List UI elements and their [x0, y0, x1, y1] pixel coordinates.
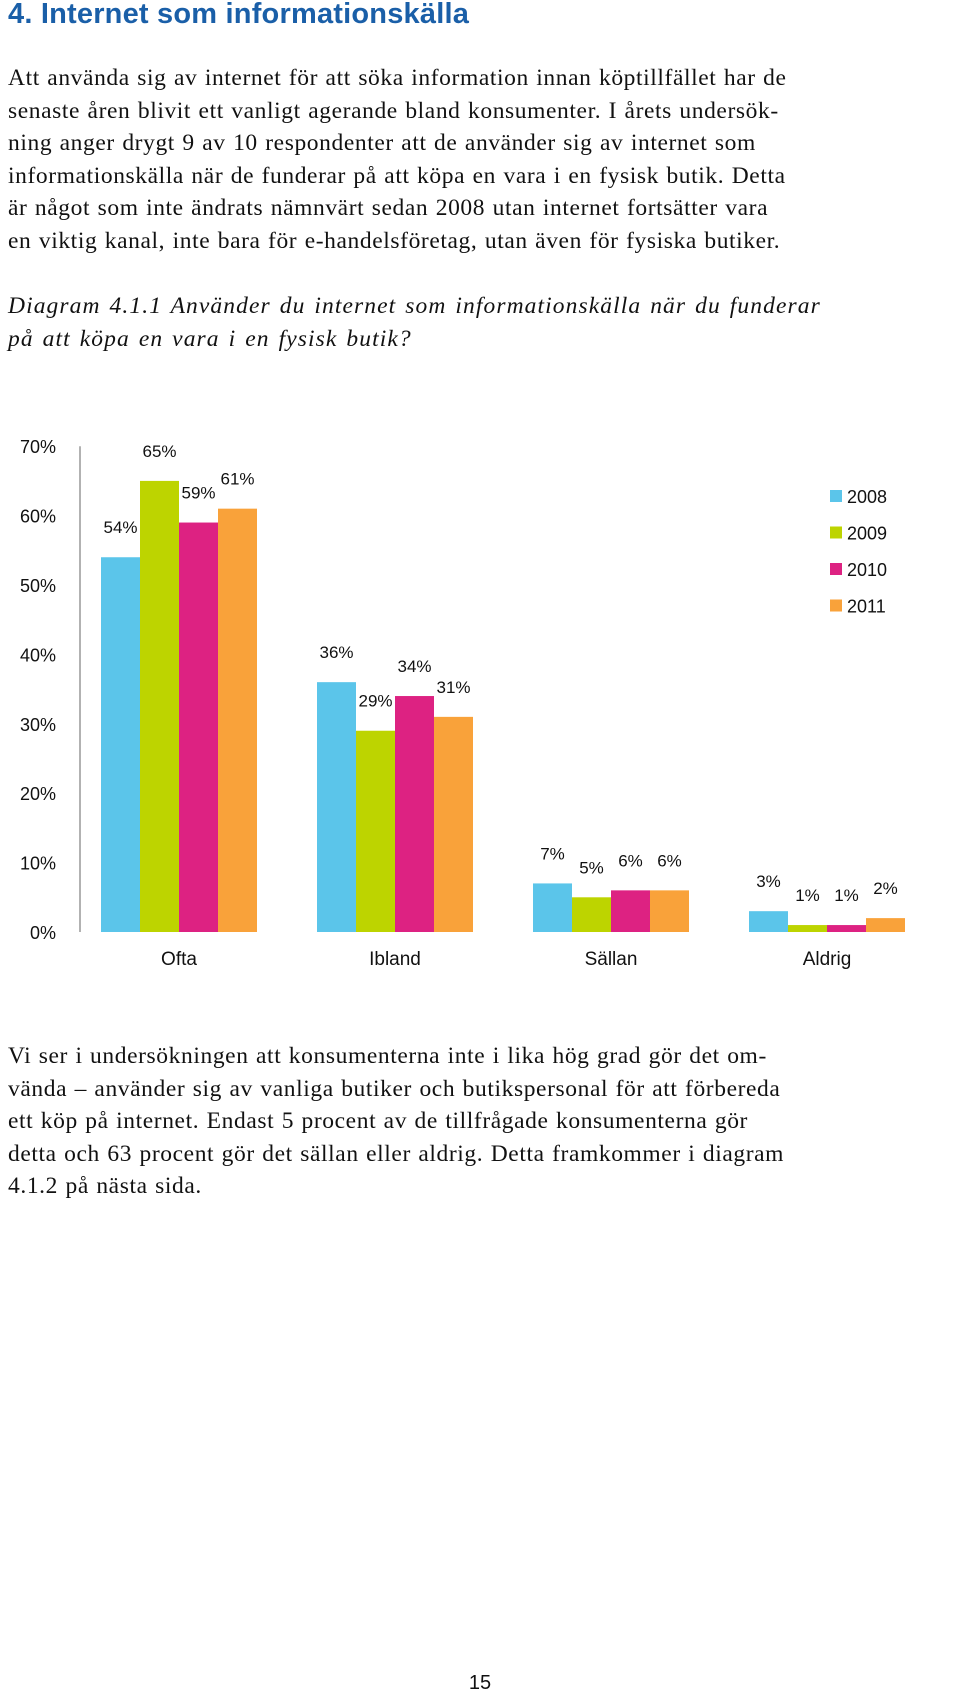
- diagram-caption: Diagram 4.1.1 Använder du internet som i…: [8, 290, 821, 355]
- bar-2008: [533, 883, 572, 932]
- bar-chart: 0% 10% 20% 30% 40% 50% 60% 70% 54% 65% 59% 61% Ofta 3…: [20, 437, 905, 970]
- closing-line: detta och 63 procent gör det sällan elle…: [8, 1140, 785, 1167]
- data-label: 6%: [657, 851, 682, 870]
- bar-2009: [356, 730, 395, 932]
- category-label: Ibland: [369, 949, 421, 970]
- data-label: 1%: [795, 886, 820, 905]
- intro-line: Att använda sig av internet för att söka…: [8, 65, 787, 91]
- legend-swatch: [830, 599, 842, 612]
- bar-2011: [866, 918, 905, 932]
- data-label: 34%: [397, 657, 431, 676]
- closing-paragraph: Vi ser i undersökningen att konsumentern…: [8, 1040, 953, 1203]
- y-tick-label: 40%: [20, 645, 56, 665]
- intro-line: är något som inte ändrats nämnvärt sedan…: [8, 195, 769, 222]
- bar-2010: [395, 696, 434, 932]
- legend-label: 2009: [847, 524, 887, 544]
- legend-label: 2011: [847, 597, 886, 617]
- y-tick-label: 50%: [20, 576, 56, 596]
- bar-2008: [101, 557, 140, 932]
- legend-label: 2010: [847, 560, 887, 580]
- legend-swatch: [830, 490, 842, 502]
- caption-line: på att köpa en vara i en fysisk butik?: [8, 325, 412, 352]
- legend-swatch: [830, 526, 842, 539]
- closing-line: ett köp på internet. Endast 5 procent av…: [8, 1108, 748, 1135]
- bar-2010: [827, 925, 866, 932]
- category-label: Aldrig: [803, 949, 852, 970]
- data-label: 54%: [103, 518, 137, 537]
- category-label: Sällan: [585, 949, 638, 970]
- closing-line: vända – använder sig av vanliga butiker …: [8, 1075, 781, 1102]
- bar-2010: [179, 522, 218, 932]
- bar-2008: [749, 911, 788, 932]
- data-label: 2%: [873, 879, 898, 898]
- data-label: 31%: [436, 678, 470, 697]
- bar-2009: [140, 480, 179, 932]
- y-tick-label: 10%: [20, 854, 56, 874]
- data-label: 36%: [319, 643, 353, 662]
- closing-line: 4.1.2 på nästa sida.: [8, 1173, 202, 1200]
- bar-2009: [788, 925, 827, 932]
- page-number: 15: [468, 1672, 492, 1694]
- y-tick-label: 0%: [30, 923, 56, 943]
- bar-2011: [650, 890, 689, 932]
- section-heading: 4. Internet som informationskälla: [8, 0, 470, 30]
- data-label: 65%: [142, 442, 176, 461]
- bar-2011: [434, 716, 473, 932]
- intro-line: ning anger drygt 9 av 10 respondenter at…: [8, 130, 756, 157]
- y-tick-label: 60%: [20, 507, 56, 527]
- intro-line: senaste åren blivit ett vanligt agerande…: [8, 97, 779, 124]
- data-label: 7%: [540, 844, 565, 863]
- y-tick-label: 70%: [20, 437, 56, 457]
- bar-2009: [572, 897, 611, 932]
- data-label: 1%: [834, 886, 859, 905]
- bar-2010: [611, 890, 650, 932]
- data-label: 29%: [358, 692, 392, 711]
- intro-line: en viktig kanal, inte bara för e-handels…: [8, 227, 781, 254]
- y-tick-label: 30%: [20, 715, 56, 735]
- data-label: 6%: [618, 851, 643, 870]
- legend-label: 2008: [847, 487, 887, 507]
- caption-line: Diagram 4.1.1 Använder du internet som i…: [8, 293, 821, 319]
- intro-line: informationskälla när de funderar på att…: [8, 162, 786, 189]
- bar-2011: [218, 508, 257, 932]
- closing-line: Vi ser i undersökningen att konsumentern…: [8, 1043, 767, 1069]
- bar-2008: [317, 682, 356, 932]
- y-tick-label: 20%: [20, 784, 56, 804]
- intro-paragraph: Att använda sig av internet för att söka…: [8, 62, 953, 258]
- data-label: 3%: [756, 872, 781, 891]
- category-label: Ofta: [161, 949, 197, 970]
- legend-swatch: [830, 563, 842, 575]
- data-label: 61%: [220, 470, 254, 489]
- data-label: 59%: [181, 484, 215, 503]
- data-label: 5%: [579, 858, 604, 877]
